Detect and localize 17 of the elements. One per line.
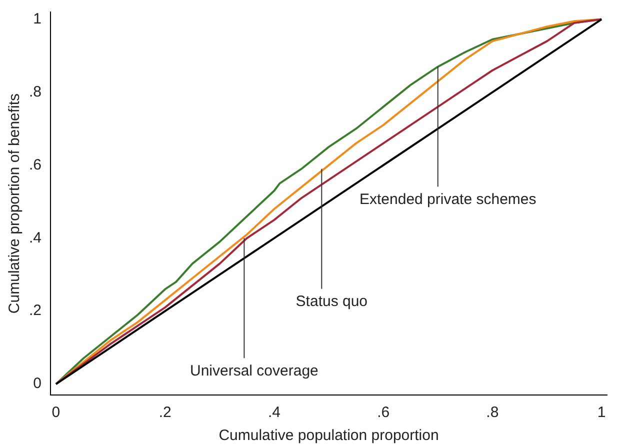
y-tick-label: 1 <box>33 10 42 28</box>
annotation: Status quo <box>296 292 368 310</box>
x-tick-label: .6 <box>377 404 390 422</box>
y-tick-label: 0 <box>33 375 42 392</box>
x-tick-label: 1 <box>597 404 606 422</box>
annotation: Universal coverage <box>190 362 318 380</box>
y-axis-title: Cumulative proportion of benefits <box>6 93 24 314</box>
y-tick-label: .6 <box>28 156 42 174</box>
x-axis-title: Cumulative population proportion <box>218 427 439 444</box>
x-tick-label: .8 <box>486 404 499 422</box>
x-tick-label: .4 <box>268 404 280 422</box>
y-tick-label: .2 <box>28 302 42 320</box>
x-tick-label: .2 <box>158 404 172 422</box>
y-tick-label: .8 <box>28 83 42 100</box>
x-tick-label: 0 <box>52 404 60 422</box>
annotation: Extended private schemes <box>359 190 536 208</box>
y-tick-label: .4 <box>28 229 42 246</box>
